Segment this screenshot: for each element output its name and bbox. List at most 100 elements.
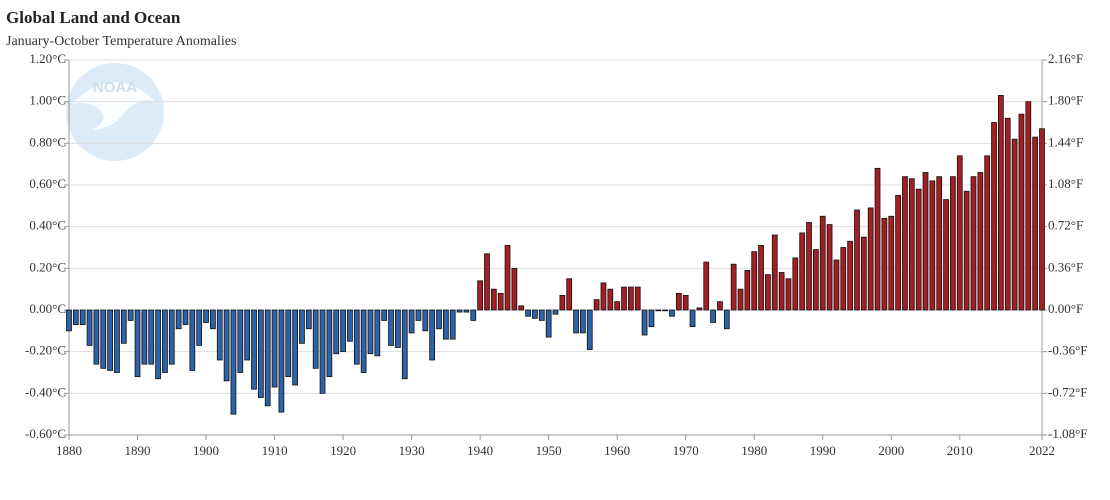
y-tick-label: -0.60°C (25, 426, 66, 441)
bar (956, 155, 963, 311)
bar (1011, 138, 1018, 311)
bar (299, 309, 305, 344)
y-tick-label: 0.80°C (29, 134, 66, 149)
bar (799, 232, 806, 311)
bar (648, 309, 655, 328)
bar (984, 155, 991, 311)
y2-tick-label: 0.72°F (1048, 218, 1083, 233)
bar (737, 288, 744, 311)
bar (771, 234, 778, 311)
bar (662, 309, 669, 312)
bar (689, 309, 696, 328)
bar (908, 178, 915, 311)
x-tick-label: 1930 (399, 443, 425, 458)
bar (696, 307, 703, 311)
x-tick-label: 1900 (193, 443, 219, 458)
bar (710, 309, 716, 323)
bar (148, 309, 155, 365)
bar (552, 309, 559, 315)
bar (504, 245, 511, 311)
bar (189, 309, 196, 371)
x-tick-label: 1960 (604, 443, 630, 458)
y-tick-label: 0.60°C (29, 176, 66, 191)
x-tick-label: 1940 (467, 443, 493, 458)
bar (347, 309, 353, 342)
x-tick-label: 1910 (262, 443, 288, 458)
bar (422, 309, 429, 332)
bar (888, 215, 895, 311)
x-tick-label: 1990 (810, 443, 836, 458)
bar (449, 309, 456, 340)
chart-title: Global Land and Ocean (6, 8, 181, 27)
x-tick-label: 1880 (56, 443, 82, 458)
bar (477, 280, 483, 311)
bar (511, 267, 518, 311)
bar (929, 180, 936, 311)
bar (155, 309, 161, 380)
bar (292, 309, 298, 386)
bar (758, 245, 764, 311)
bar (744, 270, 751, 311)
bar (79, 309, 86, 325)
bar (182, 309, 189, 325)
bar (970, 176, 977, 311)
bar (210, 309, 216, 330)
bar (251, 309, 257, 390)
bar (114, 309, 120, 373)
bar (257, 309, 264, 398)
bar (614, 301, 621, 311)
bar (244, 309, 251, 361)
bar (867, 207, 874, 311)
x-tick-label: 1970 (673, 443, 699, 458)
y2-tick-label: 0.00°F (1048, 301, 1083, 316)
bar (162, 309, 168, 373)
bar (532, 309, 538, 319)
y2-tick-label: 2.16°F (1048, 51, 1083, 66)
bar (518, 305, 525, 311)
bar (340, 309, 346, 353)
bar (86, 309, 93, 346)
bar (833, 259, 840, 311)
bar (545, 309, 552, 338)
bar (230, 309, 237, 415)
bar (470, 309, 477, 321)
bar (819, 215, 826, 311)
bar (278, 309, 285, 413)
bar (730, 263, 737, 311)
bar (1018, 113, 1025, 311)
bar (442, 309, 449, 340)
bar (1004, 117, 1011, 311)
bar (463, 309, 470, 313)
chart-subtitle: January-October Temperature Anomalies (6, 34, 236, 49)
x-tick-label: 2022 (1029, 443, 1055, 458)
bar (134, 309, 141, 378)
bar (381, 309, 388, 321)
bar (360, 309, 367, 373)
bar (621, 286, 627, 311)
bar (388, 309, 394, 346)
bar (223, 309, 230, 382)
bar (66, 309, 72, 332)
x-tick-label: 2000 (878, 443, 904, 458)
y-tick-label: -0.40°C (25, 384, 66, 399)
bar (682, 295, 689, 311)
y2-tick-label: 0.36°F (1048, 259, 1083, 274)
bar (538, 309, 545, 321)
bar (127, 309, 134, 321)
bar (963, 190, 970, 311)
y-tick-label: 0.20°C (29, 259, 66, 274)
bar (326, 309, 333, 378)
bar (312, 309, 319, 369)
y2-tick-label: -1.08°F (1048, 426, 1088, 441)
bar (977, 172, 984, 311)
bar (943, 199, 949, 311)
bar (168, 309, 175, 365)
bar (806, 222, 812, 311)
bar (401, 309, 408, 380)
y2-tick-label: -0.36°F (1048, 343, 1088, 358)
bar (675, 292, 682, 311)
bar (196, 309, 203, 346)
x-tick-label: 1980 (741, 443, 767, 458)
bar (655, 309, 662, 312)
y-tick-label: 0.40°C (29, 218, 66, 233)
